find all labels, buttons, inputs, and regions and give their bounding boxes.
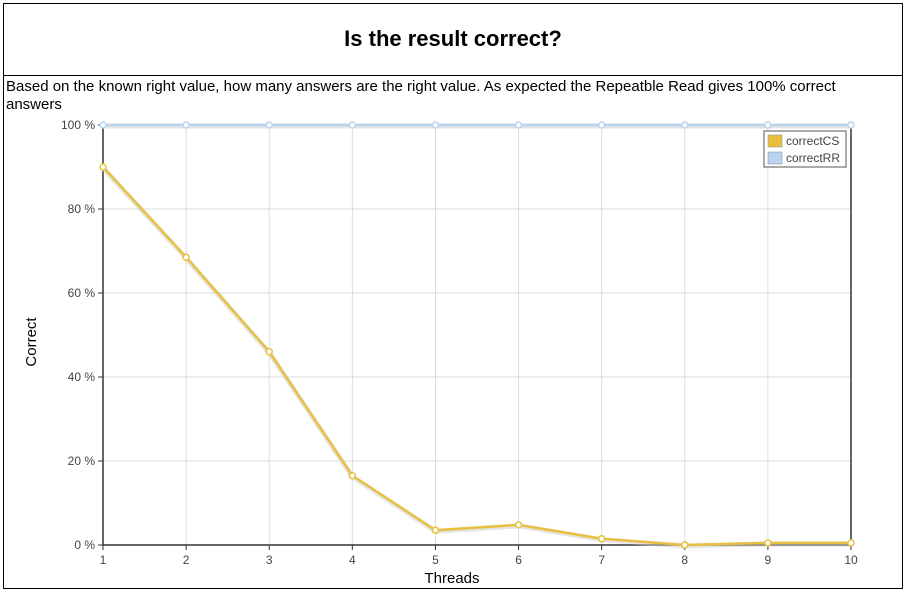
legend-label-correctRR: correctRR <box>786 151 840 165</box>
x-tick-label: 3 <box>266 553 273 567</box>
x-tick-label: 1 <box>100 553 107 567</box>
x-tick-label: 7 <box>598 553 605 567</box>
data-point-correctCS <box>265 348 273 356</box>
data-point-correctCS <box>348 471 357 480</box>
data-point-correctRR <box>348 121 357 129</box>
data-point-correctCS <box>514 521 523 529</box>
x-tick-label: 6 <box>515 553 522 567</box>
data-point-correctRR <box>431 121 440 129</box>
legend: correctCS correctRR <box>763 130 847 168</box>
series-line-correctCS <box>102 166 851 547</box>
x-tick-label: 10 <box>844 553 858 567</box>
data-point-correctCS <box>847 539 855 547</box>
legend-swatch-correctRR <box>767 151 783 165</box>
x-axis-label: Threads <box>424 570 479 587</box>
data-point-correctCS <box>681 541 689 549</box>
data-point-correctRR <box>681 121 689 129</box>
data-point-correctRR <box>182 121 190 129</box>
data-point-correctCS <box>764 539 772 547</box>
y-tick-label: 0 % <box>74 538 95 552</box>
y-tick-label: 60 % <box>68 286 96 300</box>
data-point-correctCS <box>597 534 606 543</box>
x-tick-label: 5 <box>432 553 439 567</box>
data-point-correctRR <box>597 121 606 129</box>
data-point-correctRR <box>764 121 772 129</box>
data-point-correctCS <box>99 163 107 171</box>
tick-labels: 1 2 3 4 5 6 7 8 9 100 %20 %40 %60 %80 %100 % <box>61 118 858 567</box>
legend-swatch-correctCS <box>767 134 783 148</box>
grid-lines <box>102 124 852 546</box>
data-point-correctRR <box>847 121 855 129</box>
data-point-correctCS <box>431 526 440 535</box>
data-point-correctRR <box>99 121 107 129</box>
y-tick-label: 20 % <box>68 454 96 468</box>
legend-label-correctCS: correctCS <box>786 134 839 148</box>
x-tick-label: 8 <box>681 553 688 567</box>
x-tick-label: 4 <box>349 553 356 567</box>
series-shadow-correctCS <box>101 166 851 549</box>
x-tick-label: 2 <box>183 553 190 567</box>
data-point-correctRR <box>265 121 273 129</box>
data-point-correctRR <box>514 121 523 129</box>
chart-frame <box>3 3 903 589</box>
y-tick-label: 100 % <box>61 118 95 132</box>
x-tick-label: 9 <box>765 553 772 567</box>
series-layer <box>99 121 855 549</box>
data-point-correctCS <box>182 253 190 262</box>
axes <box>98 124 852 550</box>
plot-area <box>102 124 852 546</box>
y-tick-label: 80 % <box>68 202 96 216</box>
y-axis-label: Correct <box>23 317 40 367</box>
chart-description: Based on the known right value, how many… <box>6 78 836 113</box>
y-tick-label: 40 % <box>68 370 96 384</box>
chart-title: Is the result correct? <box>344 26 562 51</box>
title-box: Is the result correct? <box>3 3 903 76</box>
